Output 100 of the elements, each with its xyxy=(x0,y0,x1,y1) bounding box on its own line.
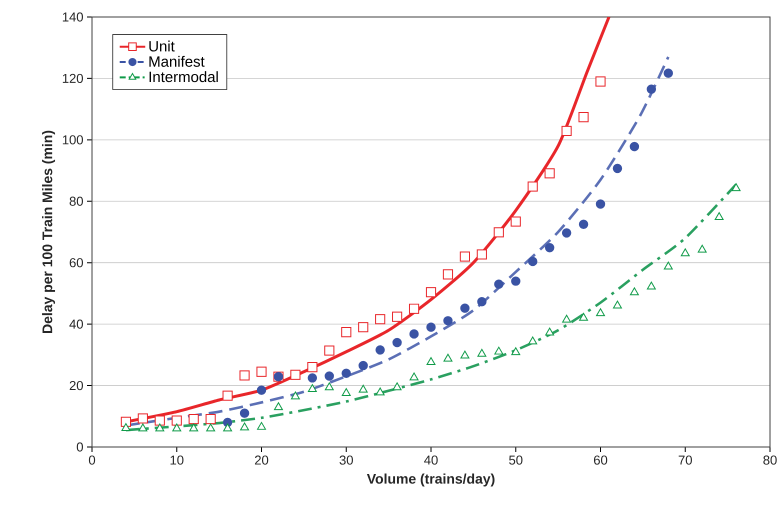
y-tick-label: 140 xyxy=(62,12,83,22)
x-tick-label: 30 xyxy=(340,456,353,465)
point xyxy=(324,345,334,356)
legend-label: Manifest xyxy=(149,56,205,67)
point xyxy=(392,382,402,390)
point xyxy=(257,422,266,430)
point xyxy=(324,371,334,381)
point xyxy=(256,385,266,395)
point xyxy=(240,408,250,418)
point xyxy=(189,423,198,432)
point xyxy=(494,227,504,238)
point xyxy=(664,262,673,270)
point xyxy=(477,348,486,357)
point xyxy=(408,304,420,314)
point xyxy=(376,388,385,396)
point xyxy=(274,402,283,410)
point xyxy=(290,392,300,400)
point xyxy=(375,314,386,324)
point xyxy=(646,84,656,94)
point xyxy=(239,370,250,381)
point xyxy=(732,183,741,192)
point xyxy=(426,357,436,366)
x-tick-label: 20 xyxy=(254,456,268,465)
point xyxy=(511,347,520,356)
point xyxy=(392,338,402,348)
point xyxy=(528,336,538,344)
point xyxy=(172,423,182,432)
point xyxy=(188,414,199,424)
point xyxy=(155,423,164,432)
point xyxy=(595,76,606,87)
point xyxy=(578,112,589,122)
point xyxy=(206,423,216,432)
point xyxy=(579,312,588,321)
point xyxy=(646,282,656,290)
point xyxy=(138,413,148,424)
point xyxy=(528,256,538,266)
y-tick-label: 100 xyxy=(62,135,83,144)
point xyxy=(240,422,250,430)
x-axis-title: Volume (trains/day) xyxy=(366,474,495,487)
x-tick-label: 0 xyxy=(88,456,96,465)
point xyxy=(477,297,487,306)
x-tick-label: 50 xyxy=(509,456,522,465)
point xyxy=(206,414,216,424)
point xyxy=(510,216,521,227)
legend-label: Intermodal xyxy=(150,71,218,82)
point xyxy=(308,373,318,383)
point xyxy=(596,308,605,316)
point xyxy=(680,248,690,256)
point xyxy=(545,328,554,336)
y-tick-label: 20 xyxy=(70,380,83,390)
point xyxy=(544,168,555,178)
point xyxy=(426,287,436,298)
y-tick-label: 0 xyxy=(76,442,83,452)
point xyxy=(409,329,419,339)
point xyxy=(256,366,267,377)
point xyxy=(222,390,233,401)
point xyxy=(341,327,352,338)
x-tick-label: 10 xyxy=(170,456,184,465)
point xyxy=(698,244,707,253)
point xyxy=(476,249,487,260)
point xyxy=(460,251,470,262)
point xyxy=(494,346,504,355)
point xyxy=(714,212,724,220)
point xyxy=(612,300,622,308)
point xyxy=(443,316,453,326)
point xyxy=(358,322,368,332)
point xyxy=(494,280,504,289)
point xyxy=(612,164,622,174)
x-tick-label: 70 xyxy=(678,456,692,465)
point xyxy=(578,220,588,229)
point xyxy=(121,423,130,432)
x-tick-label: 40 xyxy=(424,456,438,465)
point xyxy=(630,142,640,152)
point xyxy=(324,382,334,390)
point xyxy=(426,322,436,332)
y-tick-label: 60 xyxy=(70,258,83,268)
point xyxy=(562,314,572,323)
point xyxy=(375,345,385,355)
point xyxy=(443,354,452,362)
point xyxy=(562,126,572,136)
point xyxy=(630,287,639,296)
y-tick-label: 80 xyxy=(70,196,83,206)
point xyxy=(596,199,606,209)
x-tick-label: 60 xyxy=(594,456,608,465)
legend-label: Unit xyxy=(149,40,175,52)
point xyxy=(307,362,318,372)
point xyxy=(562,228,572,238)
point xyxy=(460,350,470,359)
point xyxy=(138,423,148,432)
point xyxy=(223,423,232,432)
point xyxy=(172,415,182,426)
x-tick-label: 80 xyxy=(763,456,777,465)
point xyxy=(342,368,351,378)
point xyxy=(342,388,351,396)
point xyxy=(460,303,470,313)
point xyxy=(308,384,317,392)
point xyxy=(154,415,165,426)
y-tick-label: 120 xyxy=(62,74,83,83)
point xyxy=(392,312,402,322)
point xyxy=(442,269,454,280)
